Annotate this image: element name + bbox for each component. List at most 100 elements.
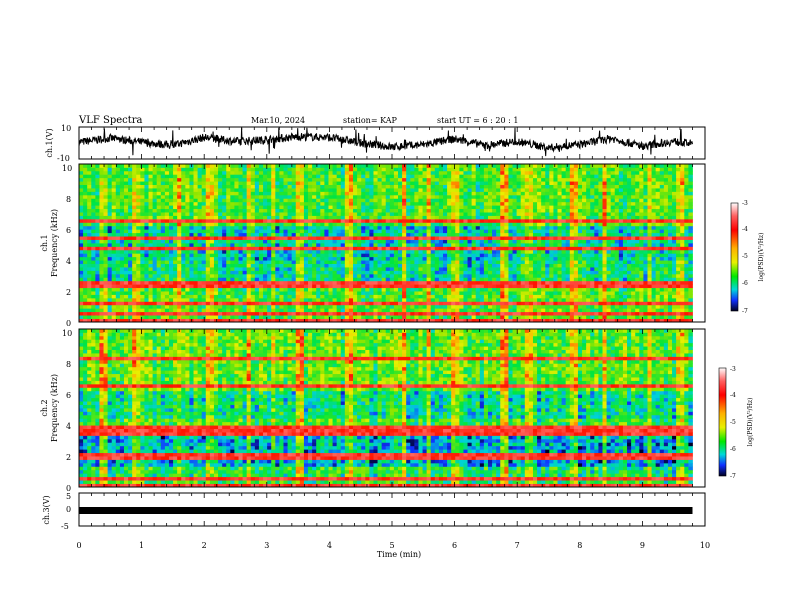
spectrogram-cell [119,315,125,319]
spectrogram-cell [148,301,154,306]
spectrogram-cell [479,315,485,319]
spectrogram-cell [361,205,366,210]
spectrogram-cell [258,318,264,323]
spectrogram-cell [168,256,174,261]
spectrogram-cell [393,318,399,323]
spectrogram-cell [336,164,342,168]
spectrogram-cell [160,170,166,175]
spectrogram-cell [91,270,96,275]
spectrogram-cell [328,294,333,299]
spectrogram-cell [95,318,100,323]
spectrogram-cell [197,184,203,189]
spectrogram-cell [320,315,325,319]
spectrogram-cell [373,170,378,175]
spectrogram-cell [299,267,305,271]
spectrogram-cell [181,318,186,323]
spectrogram-cell [508,294,513,299]
spectrogram-cell [385,284,391,289]
spectrogram-cell [287,304,293,309]
spectrogram-cell [238,167,243,172]
spectrogram-cell [250,170,256,175]
spectrogram-cell [189,198,194,203]
spectrogram-cell [418,243,423,247]
spectrogram-cell [128,249,133,254]
spectrogram-cell [91,164,96,168]
spectrogram-cell [103,301,109,306]
spectrogram-cell [168,208,174,213]
spectrogram-cell [189,260,194,264]
spectrogram-cell [91,291,96,295]
spectrogram-cell [250,311,256,316]
spectrogram-cell [111,184,117,189]
spectrogram-cell [357,164,362,168]
spectrogram-cell [295,256,301,261]
spectrogram-cell [348,239,354,244]
spectrogram-cell [328,318,333,323]
spectrogram-cell [344,188,350,192]
spectrogram-cell [336,246,342,251]
spectrogram-cell [438,249,444,254]
spectrogram-cell [295,236,301,240]
spectrogram-cell [308,297,313,302]
spectrogram-cell [250,315,256,319]
spectrogram-cell [234,318,239,323]
spectrogram-cell [418,164,423,168]
spectrogram-cell [136,301,141,306]
spectrogram-cell [496,212,501,216]
spectrogram-cell [230,301,235,306]
spectrogram-cell [393,273,399,278]
spectrogram-cell [332,198,338,203]
spectrogram-cell [267,308,272,313]
spectrogram-cell [222,236,227,240]
spectrogram-cell [107,243,113,247]
spectrogram-cell [144,181,149,185]
spectrogram-cell [119,198,125,203]
spectrogram-cell [451,164,456,168]
spectrogram-cell [344,263,350,268]
spectrogram-cell [271,284,276,289]
spectrogram-cell [463,263,468,268]
spectrogram-cell [144,198,149,203]
spectrogram-cell [422,277,428,282]
spectrogram-cell [201,191,207,196]
spectrogram-cell [443,273,448,278]
spectrogram-cell [418,315,423,319]
spectrogram-cell [381,215,387,220]
spectrogram-cell [381,291,387,295]
spectrogram-cell [422,208,428,213]
spectrogram-cell [279,256,284,261]
spectrogram-cell [393,246,399,251]
spectrogram-cell [455,222,460,227]
spectrogram-cell [152,225,158,230]
spectrogram-cell [422,301,428,306]
spectrogram-cell [123,270,129,275]
spectrogram-cell [140,174,145,179]
spectrogram-cell [353,318,358,323]
spectrogram-cell [115,280,121,285]
spectrogram-cell [99,311,104,316]
spectrogram-cell [475,249,481,254]
spectrogram-cell [365,246,370,251]
spectrogram-cell [99,291,104,295]
spectrogram-cell [393,191,399,196]
spectrogram-cell [434,246,440,251]
spectrogram-cell [254,229,260,234]
spectrogram-cell [410,236,415,240]
spectrogram-cell [369,315,374,319]
spectrogram-cell [209,243,215,247]
spectrogram-cell [168,239,174,244]
spectrogram-cell [410,284,415,289]
spectrogram-cell [459,267,464,271]
spectrogram-cell [414,260,419,264]
spectrogram-cell [95,218,100,223]
spectrogram-cell [348,287,354,292]
spectrogram-cell [479,232,485,237]
spectrogram-cell [389,184,395,189]
spectrogram-cell [487,318,493,323]
spectrogram-cell [455,194,460,199]
spectrogram-cell [451,181,456,185]
spectrogram-cell [156,239,162,244]
spectrogram-cell [287,194,293,199]
spectrogram-cell [430,243,436,247]
spectrogram-cell [152,249,158,254]
